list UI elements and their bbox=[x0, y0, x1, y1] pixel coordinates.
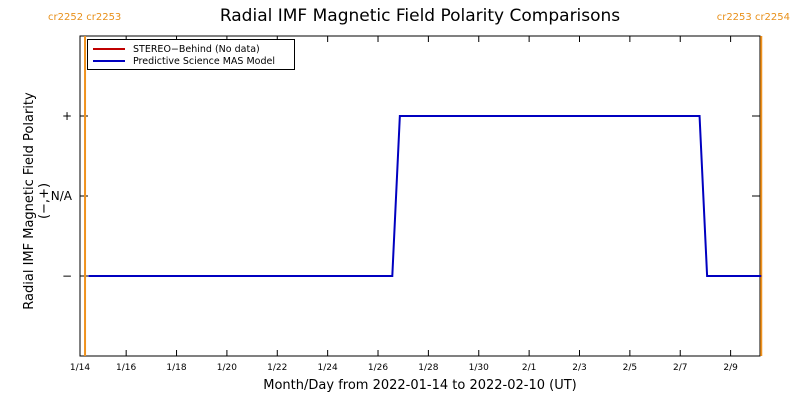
x-tick-label: 2/3 bbox=[572, 363, 586, 373]
y-tick-label: + bbox=[62, 109, 72, 123]
x-axis-label: Month/Day from 2022-01-14 to 2022-02-10 … bbox=[263, 378, 577, 393]
x-tick-label: 1/20 bbox=[217, 363, 237, 373]
legend-label-mas-model: Predictive Science MAS Model bbox=[133, 55, 275, 67]
x-tick-label: 2/7 bbox=[673, 363, 687, 373]
x-tick-label: 1/16 bbox=[116, 363, 136, 373]
legend-swatch-stereo bbox=[93, 48, 125, 50]
x-tick-label: 1/22 bbox=[267, 363, 287, 373]
plot-frame bbox=[79, 35, 761, 357]
x-tick-label: 1/24 bbox=[318, 363, 338, 373]
x-tick-label: 1/14 bbox=[70, 363, 90, 373]
carrington-label-right: cr2253 cr2254 bbox=[716, 12, 790, 23]
legend-item-stereo: STEREO−Behind (No data) bbox=[88, 43, 260, 55]
y-tick-label: − bbox=[62, 269, 72, 283]
y-axis-label: Radial IMF Magnetic Field Polarity (−,+) bbox=[22, 92, 52, 310]
series-line-1 bbox=[88, 115, 762, 277]
chart-title: Radial IMF Magnetic Field Polarity Compa… bbox=[219, 6, 621, 26]
x-tick-label: 2/9 bbox=[723, 363, 738, 373]
x-tick-label: 1/26 bbox=[368, 363, 388, 373]
legend: STEREO−Behind (No data) Predictive Scien… bbox=[87, 39, 295, 70]
x-tick-label: 1/28 bbox=[418, 363, 438, 373]
legend-swatch-mas-model bbox=[93, 60, 125, 62]
x-tick-label: 2/1 bbox=[522, 363, 536, 373]
x-tick-label: 1/30 bbox=[469, 363, 489, 373]
x-tick-label: 1/18 bbox=[166, 363, 186, 373]
y-tick-label: N/A bbox=[51, 189, 73, 203]
legend-item-mas-model: Predictive Science MAS Model bbox=[88, 55, 275, 67]
legend-label-stereo: STEREO−Behind (No data) bbox=[133, 43, 260, 55]
carrington-label-left: cr2252 cr2253 bbox=[48, 12, 122, 23]
x-tick-label: 2/5 bbox=[623, 363, 637, 373]
